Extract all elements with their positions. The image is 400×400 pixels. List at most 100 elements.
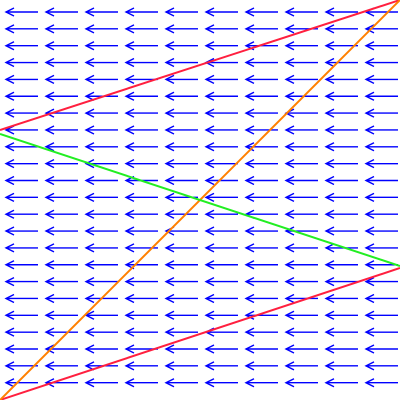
- field-arrow-head: [124, 41, 135, 51]
- field-arrow-head: [84, 91, 95, 101]
- field-arrow-head: [124, 209, 135, 219]
- field-arrow-head: [4, 192, 15, 202]
- field-arrow-head: [204, 91, 215, 101]
- field-arrow-head: [164, 108, 175, 118]
- field-arrow-head: [324, 378, 335, 388]
- field-arrow-head: [284, 243, 295, 253]
- field-arrow-head: [204, 175, 215, 186]
- field-arrow-head: [204, 209, 215, 219]
- field-arrow-head: [284, 7, 295, 17]
- field-arrow-head: [324, 108, 335, 118]
- field-arrow-head: [44, 327, 55, 337]
- field-arrow-head: [324, 24, 335, 34]
- field-arrow-head: [284, 361, 295, 371]
- field-arrow-head: [44, 361, 55, 371]
- field-arrow-head: [124, 74, 135, 85]
- field-arrow-head: [204, 344, 215, 354]
- field-arrow-head: [84, 142, 95, 152]
- field-arrow-head: [204, 293, 215, 304]
- field-arrow-head: [4, 276, 15, 287]
- field-arrow-head: [44, 276, 55, 287]
- field-arrow-head: [204, 7, 215, 17]
- field-arrow-head: [364, 24, 375, 34]
- field-arrow-head: [284, 175, 295, 186]
- field-arrow-head: [324, 159, 335, 169]
- field-arrow-head: [124, 91, 135, 101]
- field-arrow-head: [364, 260, 375, 270]
- field-arrow-head: [324, 260, 335, 270]
- field-arrow-head: [164, 192, 175, 202]
- field-arrow-head: [44, 209, 55, 219]
- field-arrow-head: [324, 142, 335, 152]
- field-arrow-head: [324, 57, 335, 68]
- field-arrow-head: [124, 142, 135, 152]
- field-arrow-head: [284, 310, 295, 320]
- field-arrow-head: [164, 310, 175, 320]
- field-arrow-head: [364, 74, 375, 85]
- field-arrow-head: [364, 226, 375, 236]
- field-arrow-head: [324, 7, 335, 17]
- field-arrow-head: [124, 361, 135, 371]
- field-arrow-head: [244, 159, 255, 169]
- field-arrow-head: [84, 125, 95, 135]
- field-arrow-head: [124, 7, 135, 17]
- field-arrow-head: [44, 125, 55, 135]
- field-arrow-head: [4, 378, 15, 388]
- field-arrow-head: [44, 24, 55, 34]
- field-arrow-head: [164, 344, 175, 354]
- field-arrow-head: [364, 344, 375, 354]
- field-arrow-head: [44, 159, 55, 169]
- field-arrow-head: [364, 142, 375, 152]
- field-arrow-head: [244, 293, 255, 304]
- field-arrow-head: [164, 293, 175, 304]
- field-arrow-head: [244, 24, 255, 34]
- field-arrow-head: [284, 24, 295, 34]
- field-arrow-head: [44, 192, 55, 202]
- field-arrow-head: [4, 361, 15, 371]
- field-arrow-head: [364, 57, 375, 68]
- field-arrow-head: [124, 344, 135, 354]
- field-arrow-head: [284, 226, 295, 236]
- field-arrow-head: [84, 327, 95, 337]
- field-arrow-head: [164, 7, 175, 17]
- field-arrow-head: [324, 226, 335, 236]
- field-arrow-head: [84, 74, 95, 85]
- field-arrow-head: [364, 378, 375, 388]
- field-arrow-head: [244, 91, 255, 101]
- field-arrow-head: [204, 74, 215, 85]
- field-arrow-head: [84, 192, 95, 202]
- field-arrow-head: [4, 293, 15, 304]
- field-arrow-head: [84, 276, 95, 287]
- field-arrow-head: [364, 108, 375, 118]
- field-arrow-head: [364, 192, 375, 202]
- field-arrow-head: [124, 192, 135, 202]
- field-arrow-head: [324, 74, 335, 85]
- field-arrow-head: [244, 7, 255, 17]
- field-arrow-head: [244, 361, 255, 371]
- field-arrow-head: [4, 243, 15, 253]
- field-arrow-head: [324, 310, 335, 320]
- field-arrow-head: [4, 159, 15, 169]
- field-arrow-head: [124, 108, 135, 118]
- field-arrow-head: [4, 91, 15, 101]
- field-arrow-head: [4, 344, 15, 354]
- field-arrow-head: [4, 175, 15, 186]
- field-arrow-head: [44, 243, 55, 253]
- field-arrow-head: [364, 91, 375, 101]
- field-arrow-head: [364, 243, 375, 253]
- field-arrow-head: [244, 125, 255, 135]
- field-arrow-head: [364, 41, 375, 51]
- field-arrow-head: [164, 91, 175, 101]
- field-arrow-head: [324, 243, 335, 253]
- field-arrow-head: [244, 175, 255, 186]
- field-arrow-head: [4, 24, 15, 34]
- field-arrow-head: [244, 327, 255, 337]
- green-line: [0, 133, 400, 267]
- field-arrow-head: [164, 361, 175, 371]
- field-arrow-head: [84, 361, 95, 371]
- field-arrow-head: [284, 327, 295, 337]
- field-arrow-head: [4, 226, 15, 236]
- field-arrow-head: [84, 209, 95, 219]
- field-arrow-head: [124, 125, 135, 135]
